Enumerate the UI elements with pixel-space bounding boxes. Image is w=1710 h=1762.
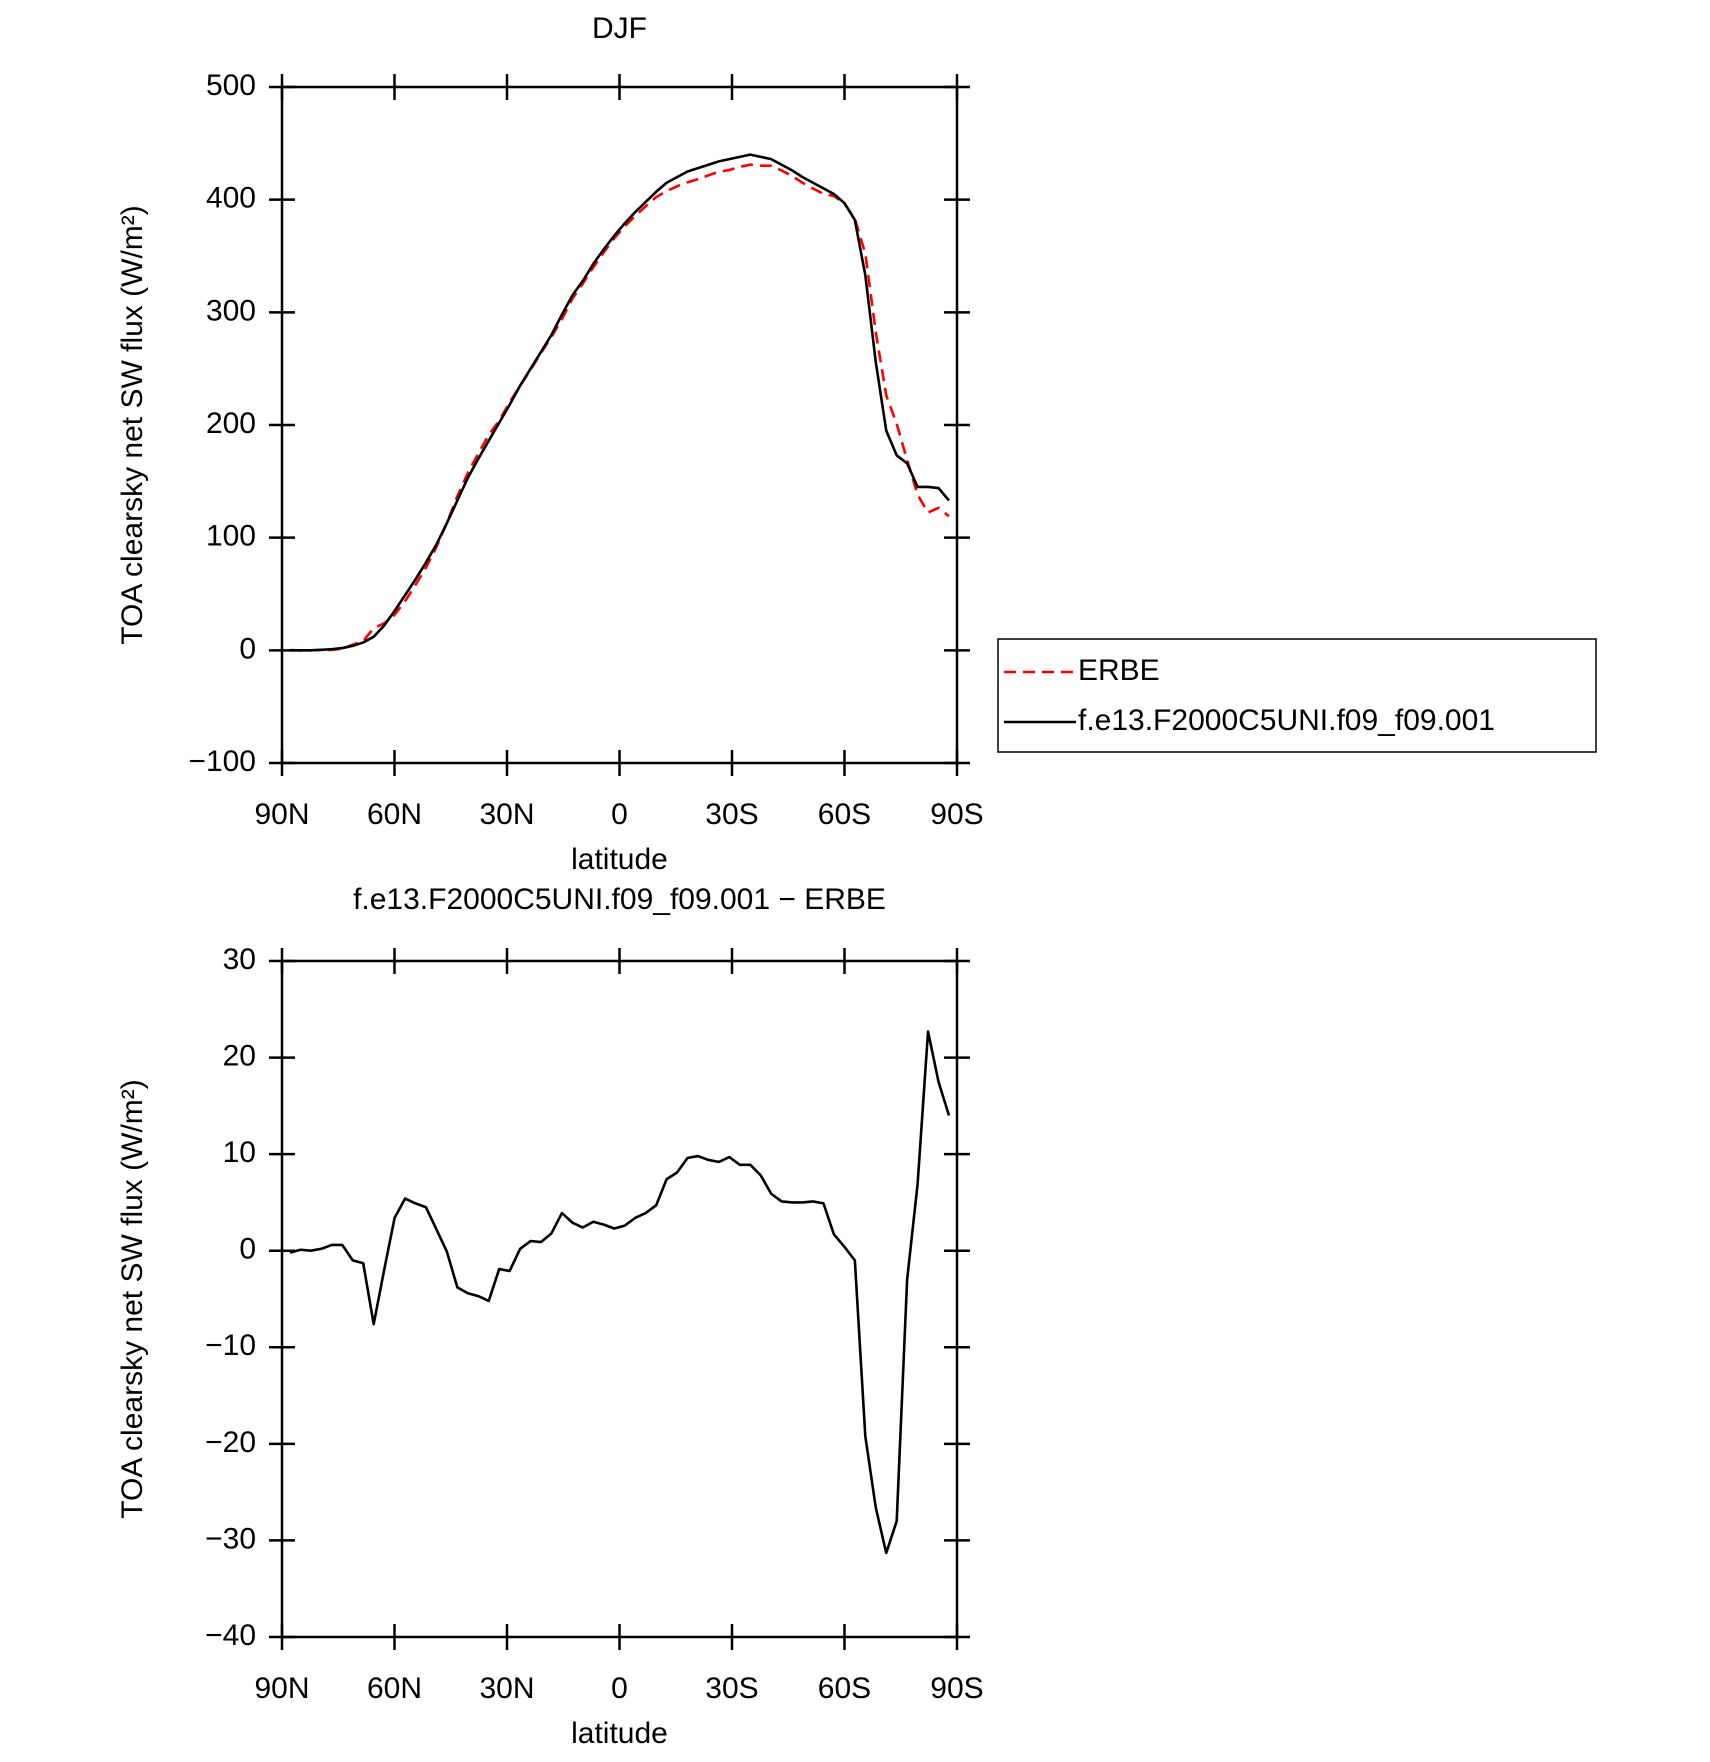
y-tick-label: 200 bbox=[206, 407, 256, 440]
x-tick-label: 60N bbox=[367, 798, 422, 831]
y-tick-label: −10 bbox=[205, 1329, 256, 1362]
x-tick-label: 30S bbox=[705, 798, 758, 831]
x-tick-label: 90N bbox=[254, 1672, 309, 1705]
y-tick-label: 20 bbox=[223, 1039, 256, 1072]
x-tick-label: 90N bbox=[254, 798, 309, 831]
data-line bbox=[289, 1030, 951, 1555]
x-tick-label: 0 bbox=[611, 798, 628, 831]
y-tick-label: 0 bbox=[239, 1233, 256, 1266]
y-tick-label: −30 bbox=[205, 1522, 256, 1555]
plot-frame bbox=[280, 959, 959, 1639]
legend-label: ERBE bbox=[1078, 654, 1160, 687]
y-axis-label: TOA clearsky net SW flux (W/m²) bbox=[116, 205, 149, 645]
y-tick-label: 30 bbox=[223, 943, 256, 976]
x-tick-label: 60S bbox=[818, 1672, 871, 1705]
y-tick-label: −40 bbox=[205, 1619, 256, 1652]
y-tick-label: 300 bbox=[206, 294, 256, 327]
x-axis-label: latitude bbox=[571, 1717, 668, 1750]
chart-title: f.e13.F2000C5UNI.f09_f09.001 − ERBE bbox=[353, 883, 886, 916]
x-axis-label: latitude bbox=[571, 843, 668, 876]
chart-title: DJF bbox=[592, 12, 647, 45]
y-tick-label: 100 bbox=[206, 520, 256, 553]
y-tick-label: 400 bbox=[206, 182, 256, 215]
y-tick-label: −100 bbox=[188, 745, 256, 778]
y-axis-label: TOA clearsky net SW flux (W/m²) bbox=[116, 1079, 149, 1519]
y-tick-label: 10 bbox=[223, 1136, 256, 1169]
x-tick-label: 30N bbox=[479, 1672, 534, 1705]
y-tick-label: −20 bbox=[205, 1426, 256, 1459]
x-tick-label: 0 bbox=[611, 1672, 628, 1705]
x-tick-label: 60S bbox=[818, 798, 871, 831]
legend-label: f.e13.F2000C5UNI.f09_f09.001 bbox=[1078, 704, 1495, 737]
x-tick-label: 30N bbox=[479, 798, 534, 831]
y-tick-label: 500 bbox=[206, 69, 256, 102]
data-line bbox=[289, 163, 950, 652]
x-tick-label: 60N bbox=[367, 1672, 422, 1705]
x-tick-label: 90S bbox=[930, 798, 983, 831]
y-tick-label: 0 bbox=[239, 632, 256, 665]
plot-frame bbox=[280, 85, 959, 765]
x-tick-label: 90S bbox=[930, 1672, 983, 1705]
legend-box bbox=[997, 638, 1597, 753]
data-line bbox=[290, 153, 950, 652]
x-tick-label: 30S bbox=[705, 1672, 758, 1705]
